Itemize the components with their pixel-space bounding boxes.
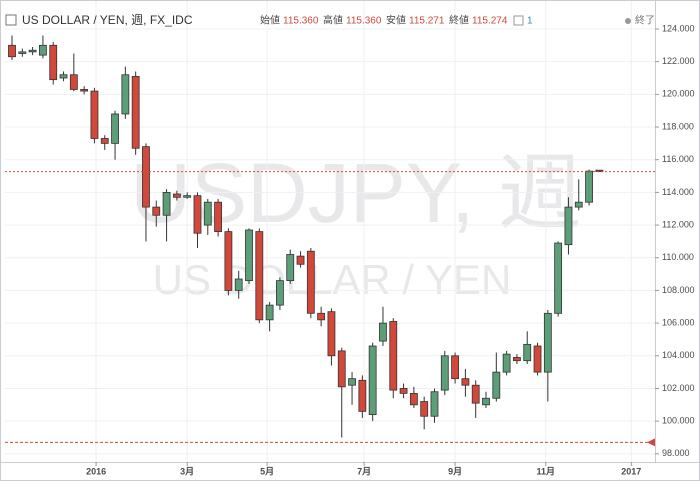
candle-body — [80, 89, 89, 92]
status: 終了 — [635, 14, 655, 27]
legend-value: 115.271 — [409, 16, 445, 27]
candle-body — [203, 201, 212, 226]
candle-body — [440, 355, 449, 391]
legend-label: 終値 — [449, 14, 469, 27]
y-tick-label: 122.000 — [662, 56, 695, 66]
icon[interactable] — [513, 15, 524, 26]
candle-body — [337, 350, 346, 388]
icon[interactable] — [5, 14, 17, 26]
candle-body — [368, 345, 377, 416]
candle-body — [564, 206, 573, 246]
candle-body — [152, 206, 161, 216]
candle-body — [358, 379, 367, 412]
candle-body — [121, 74, 130, 115]
x-tick-label: 11月 — [537, 466, 556, 476]
candle-body — [482, 397, 490, 406]
candle-body — [451, 355, 459, 380]
candle-body — [543, 312, 552, 373]
x-tick-label: 5月 — [260, 466, 274, 476]
candle-body — [234, 278, 243, 291]
candle-body — [492, 371, 501, 399]
candle-body — [399, 388, 408, 394]
y-tick-label: 110.000 — [662, 252, 694, 262]
y-tick-label: 118.000 — [662, 121, 694, 131]
candle-body — [554, 242, 563, 314]
candle-body — [100, 138, 109, 144]
candle-body — [142, 146, 150, 208]
chart-title: US DOLLAR / YEN, 週, FX_IDC — [22, 13, 193, 27]
candle-body — [585, 170, 593, 203]
candle-body — [18, 51, 27, 54]
legend-value: 115.360 — [346, 16, 382, 27]
candle-body — [224, 231, 233, 291]
y-tick-label: 124.000 — [662, 23, 695, 33]
legend-count: 1 — [527, 16, 533, 27]
candle-body — [69, 74, 78, 90]
candle-body — [193, 195, 202, 234]
legend-value: 115.274 — [472, 16, 508, 27]
candle-body — [430, 391, 439, 417]
candle-body — [389, 321, 398, 391]
candle-body — [286, 254, 295, 282]
y-tick-label: 106.000 — [662, 317, 695, 327]
candle-body — [59, 74, 68, 79]
candle-body — [409, 392, 418, 406]
candle-body — [306, 250, 315, 314]
candle-body — [162, 191, 171, 216]
x-tick-label: 7月 — [357, 466, 371, 476]
candle-body — [265, 304, 274, 321]
legend-value: 115.360 — [283, 16, 319, 27]
y-tick-label: 98.000 — [662, 448, 690, 458]
candle-body — [327, 311, 336, 357]
candle-body — [574, 201, 583, 208]
y-tick-label: 112.000 — [662, 219, 694, 229]
candle-body — [28, 49, 37, 53]
candle-body — [245, 229, 253, 282]
status-dot — [625, 18, 631, 24]
y-tick-label: 102.000 — [662, 383, 695, 393]
legend-label: 安値 — [386, 14, 406, 27]
x-tick-label: 2017 — [621, 466, 641, 476]
candle-body — [90, 90, 99, 139]
legend-label: 始値 — [260, 14, 280, 27]
candle-body — [533, 345, 542, 373]
candle-body — [348, 378, 356, 386]
candle-body — [420, 401, 429, 417]
x-tick-label: 3月 — [180, 466, 194, 476]
candle-body — [502, 353, 511, 373]
alert-marker — [647, 438, 655, 447]
candle-body — [595, 169, 604, 172]
candle-body — [461, 378, 470, 386]
y-tick-label: 104.000 — [662, 350, 695, 360]
x-tick-label: 2016 — [86, 466, 106, 476]
candle-body — [379, 322, 387, 342]
candle-body — [49, 44, 58, 81]
candle-body — [523, 343, 532, 362]
candle-body — [214, 201, 222, 233]
y-tick-label: 116.000 — [662, 154, 694, 164]
candle-body — [131, 75, 140, 149]
candle-body — [183, 195, 192, 198]
plot — [5, 1, 655, 462]
candle-body — [513, 357, 521, 362]
candle-body — [39, 44, 47, 56]
x-tick-label: 9月 — [448, 466, 462, 476]
candle-body — [296, 255, 305, 265]
y-tick-label: 120.000 — [662, 89, 695, 99]
y-tick-label: 108.000 — [662, 285, 695, 295]
candle-body — [172, 193, 181, 198]
candle-body — [317, 312, 326, 321]
candle-body — [276, 280, 284, 306]
y-tick-label: 100.000 — [662, 416, 695, 426]
candle-body — [111, 113, 119, 144]
candle-body — [471, 384, 480, 404]
candle-body — [8, 44, 16, 58]
candle-body — [255, 231, 264, 321]
watermark: US DOLLAR / YEN — [153, 256, 512, 303]
y-tick-label: 114.000 — [662, 187, 694, 197]
legend-label: 高値 — [323, 14, 343, 27]
